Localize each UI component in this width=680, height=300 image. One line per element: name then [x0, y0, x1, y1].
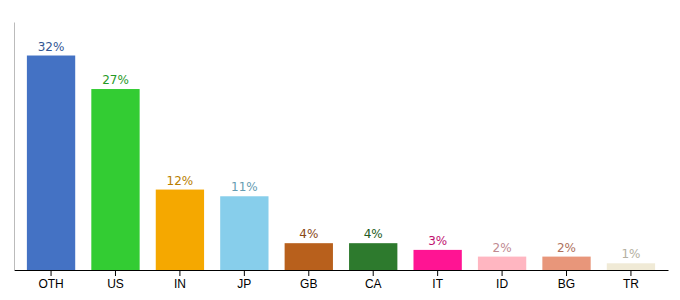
bar	[91, 89, 139, 270]
x-axis: OTH US IN JP GB CA IT ID BG TR	[15, 270, 669, 291]
x-axis-line	[15, 270, 669, 271]
x-tick-mark	[437, 270, 438, 276]
x-tick: GB	[300, 270, 317, 291]
bar	[542, 257, 590, 270]
x-tick-label: ID	[496, 277, 508, 291]
bar	[27, 56, 75, 270]
chart: 32% 27% 12% 11% 4% 4% 3% 2% 2% 1% OTH US IN JP GB CA IT I…	[0, 0, 680, 300]
x-tick-label: IT	[432, 277, 443, 291]
y-axis-line	[14, 23, 15, 271]
x-tick: IN	[174, 270, 186, 291]
data-label: 32%	[38, 40, 65, 54]
data-label: 12%	[167, 174, 194, 188]
data-label: 3%	[428, 234, 447, 248]
x-tick: JP	[237, 270, 251, 291]
x-tick: TR	[623, 270, 639, 291]
x-tick-mark	[179, 270, 180, 276]
x-tick-mark	[51, 270, 52, 276]
x-tick: OTH	[38, 270, 63, 291]
x-tick-mark	[308, 270, 309, 276]
data-label: 4%	[299, 227, 318, 241]
x-tick-mark	[502, 270, 503, 276]
x-tick: CA	[365, 270, 382, 291]
data-label: 1%	[621, 247, 640, 261]
x-tick-mark	[566, 270, 567, 276]
y-axis	[14, 23, 15, 271]
x-tick-label: OTH	[38, 277, 63, 291]
data-label: 2%	[493, 241, 512, 255]
x-tick-label: JP	[237, 277, 251, 291]
x-tick-label: TR	[623, 277, 639, 291]
bar	[156, 190, 204, 270]
x-tick-mark	[630, 270, 631, 276]
x-tick-label: CA	[365, 277, 382, 291]
bar	[478, 257, 526, 270]
x-tick: IT	[432, 270, 443, 291]
data-label: 27%	[102, 73, 129, 87]
x-tick-label: IN	[174, 277, 186, 291]
data-label: 2%	[557, 241, 576, 255]
data-label: 4%	[364, 227, 383, 241]
data-labels: 32% 27% 12% 11% 4% 4% 3% 2% 2% 1%	[38, 40, 641, 262]
x-tick-label: GB	[300, 277, 317, 291]
x-tick: US	[107, 270, 124, 291]
bar	[220, 196, 268, 270]
bar	[607, 263, 655, 270]
x-tick: ID	[496, 270, 508, 291]
x-tick-mark	[373, 270, 374, 276]
bar	[285, 243, 333, 270]
x-tick-mark	[115, 270, 116, 276]
x-tick-label: US	[107, 277, 124, 291]
plot: 32% 27% 12% 11% 4% 4% 3% 2% 2% 1% OTH US IN JP GB CA IT I…	[15, 23, 669, 291]
x-tick-label: BG	[558, 277, 575, 291]
bar	[413, 250, 461, 270]
bars	[27, 56, 655, 270]
data-label: 11%	[231, 180, 258, 194]
x-tick-mark	[244, 270, 245, 276]
bar	[349, 243, 397, 270]
x-tick: BG	[558, 270, 575, 291]
